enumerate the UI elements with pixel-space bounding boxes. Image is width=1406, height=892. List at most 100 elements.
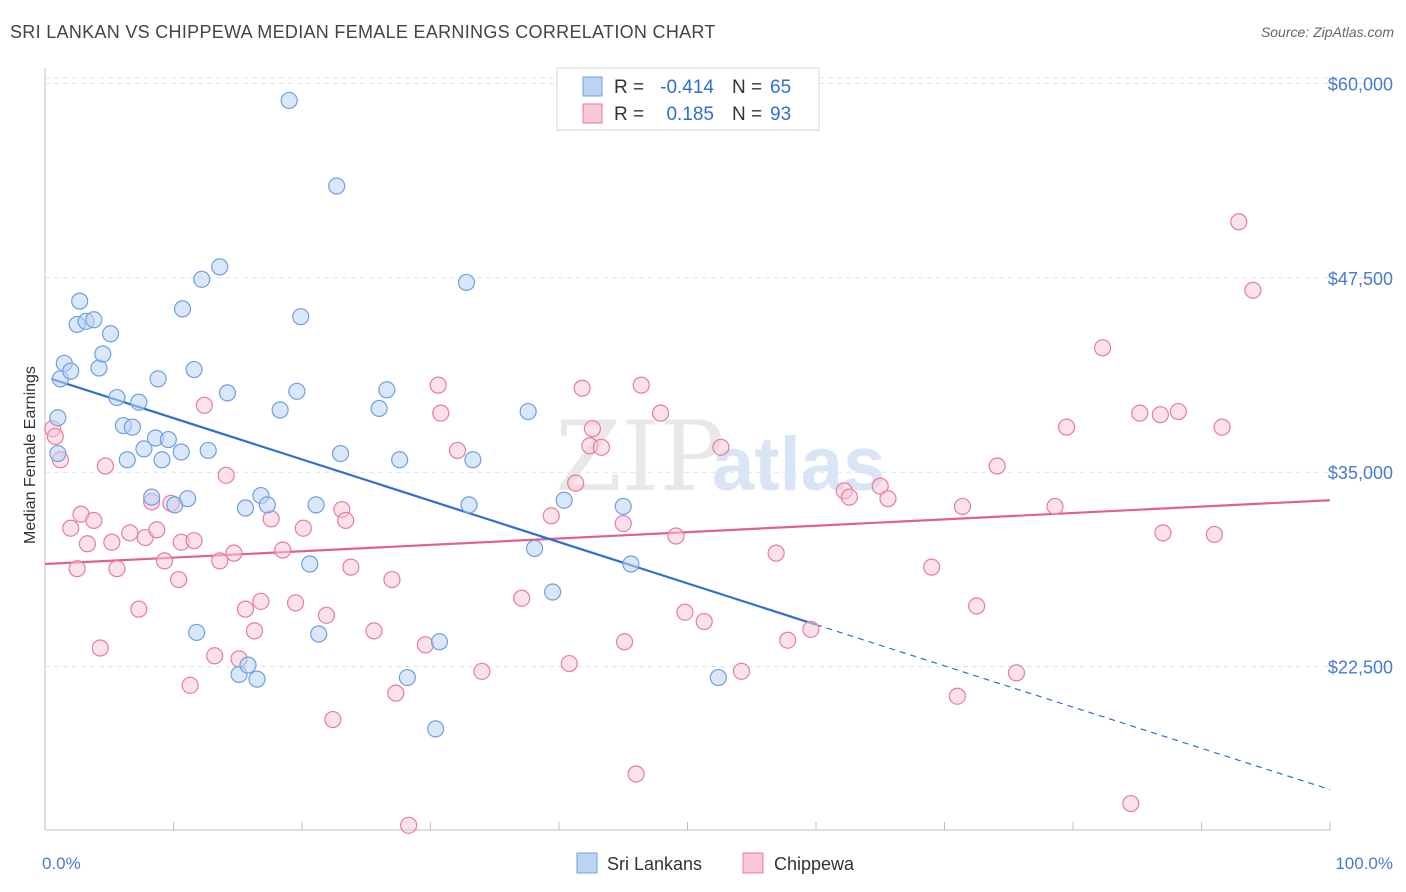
legend-r-label: R = bbox=[614, 77, 644, 98]
point-sri-lankans bbox=[614, 497, 632, 516]
point-sri-lankans bbox=[123, 418, 141, 436]
point-chippewa bbox=[615, 633, 634, 651]
legend-r-label: R = bbox=[614, 104, 644, 125]
point-chippewa bbox=[1093, 339, 1112, 357]
point-chippewa bbox=[245, 622, 264, 640]
point-chippewa bbox=[108, 560, 126, 578]
point-chippewa bbox=[1244, 281, 1262, 299]
point-chippewa bbox=[667, 527, 685, 545]
point-sri-lankans bbox=[555, 491, 573, 509]
point-chippewa bbox=[871, 477, 889, 495]
point-sri-lankans bbox=[211, 258, 229, 276]
point-chippewa bbox=[387, 684, 405, 702]
point-chippewa bbox=[592, 438, 611, 456]
point-chippewa bbox=[78, 535, 97, 553]
bottom-legend-swatch-sri-lankans bbox=[576, 852, 598, 874]
watermark-zip: ZIP bbox=[555, 401, 724, 513]
y-tick-label: $35,000 bbox=[1328, 463, 1393, 483]
point-chippewa bbox=[1213, 418, 1231, 436]
bottom-legend-swatch-chippewa bbox=[742, 852, 764, 874]
point-sri-lankans bbox=[153, 451, 171, 469]
point-chippewa bbox=[46, 427, 64, 446]
point-chippewa bbox=[324, 710, 342, 729]
point-chippewa bbox=[236, 600, 255, 618]
watermark-atlas: atlas bbox=[712, 422, 885, 507]
point-sri-lankans bbox=[135, 440, 153, 458]
point-chippewa bbox=[614, 514, 632, 533]
point-chippewa bbox=[181, 676, 199, 694]
point-chippewa bbox=[96, 457, 114, 475]
point-chippewa bbox=[968, 597, 986, 615]
point-chippewa bbox=[342, 558, 360, 576]
point-sri-lankans bbox=[236, 499, 255, 517]
point-sri-lankans bbox=[62, 362, 80, 380]
point-sri-lankans bbox=[199, 441, 217, 460]
point-sri-lankans bbox=[271, 401, 289, 419]
point-chippewa bbox=[953, 497, 972, 516]
point-sri-lankans bbox=[85, 311, 103, 329]
point-chippewa bbox=[712, 438, 730, 456]
point-chippewa bbox=[252, 592, 270, 610]
x-tick-label-min: 0.0% bbox=[42, 854, 81, 873]
point-chippewa bbox=[155, 552, 174, 570]
point-chippewa bbox=[1122, 794, 1140, 813]
point-chippewa bbox=[632, 376, 650, 394]
point-sri-lankans bbox=[239, 656, 257, 674]
point-chippewa bbox=[206, 647, 224, 665]
point-chippewa bbox=[1007, 664, 1026, 682]
point-chippewa bbox=[85, 511, 103, 530]
point-chippewa bbox=[627, 765, 645, 783]
point-sri-lankans bbox=[172, 443, 190, 461]
point-sri-lankans bbox=[130, 393, 148, 411]
point-chippewa bbox=[286, 594, 305, 612]
point-chippewa bbox=[211, 552, 229, 570]
point-sri-lankans bbox=[543, 583, 562, 601]
point-chippewa bbox=[732, 662, 751, 680]
point-chippewa bbox=[148, 521, 166, 539]
point-chippewa bbox=[923, 558, 941, 576]
point-chippewa bbox=[317, 606, 336, 624]
point-chippewa bbox=[195, 396, 213, 414]
point-chippewa bbox=[573, 379, 591, 397]
point-chippewa bbox=[170, 570, 188, 589]
legend-n-value: 65 bbox=[770, 77, 791, 98]
point-sri-lankans bbox=[378, 381, 396, 399]
point-sri-lankans bbox=[258, 496, 276, 514]
point-sri-lankans bbox=[328, 177, 346, 195]
point-chippewa bbox=[432, 404, 450, 422]
point-sri-lankans bbox=[248, 670, 266, 688]
point-sri-lankans bbox=[622, 555, 640, 573]
point-sri-lankans bbox=[427, 720, 445, 738]
trend-line-sri-lankans bbox=[51, 377, 817, 626]
point-chippewa bbox=[1131, 404, 1149, 422]
point-sri-lankans bbox=[525, 539, 544, 558]
point-chippewa bbox=[542, 507, 560, 525]
legend-n-value: 93 bbox=[770, 104, 791, 125]
point-chippewa bbox=[274, 541, 292, 559]
point-chippewa bbox=[988, 457, 1006, 475]
trend-line-chippewa bbox=[44, 499, 1331, 566]
point-chippewa bbox=[217, 466, 235, 484]
point-chippewa bbox=[583, 420, 602, 438]
point-chippewa bbox=[802, 620, 820, 638]
point-sri-lankans bbox=[94, 345, 112, 363]
point-sri-lankans bbox=[460, 496, 478, 514]
point-sri-lankans bbox=[288, 382, 306, 400]
point-sri-lankans bbox=[173, 300, 192, 318]
point-chippewa bbox=[651, 404, 670, 422]
point-chippewa bbox=[416, 636, 434, 654]
point-sri-lankans bbox=[370, 399, 388, 418]
point-chippewa bbox=[1169, 402, 1187, 421]
point-chippewa bbox=[560, 654, 578, 673]
point-chippewa bbox=[1057, 418, 1076, 436]
y-tick-label: $22,500 bbox=[1328, 658, 1393, 678]
y-tick-label: $60,000 bbox=[1328, 74, 1393, 94]
point-sri-lankans bbox=[457, 273, 476, 292]
point-sri-lankans bbox=[301, 555, 319, 573]
point-sri-lankans bbox=[149, 370, 167, 388]
point-sri-lankans bbox=[71, 292, 89, 310]
point-chippewa bbox=[185, 532, 203, 550]
legend-r-value: 0.185 bbox=[666, 104, 714, 125]
point-sri-lankans bbox=[218, 384, 237, 402]
point-chippewa bbox=[429, 376, 447, 394]
